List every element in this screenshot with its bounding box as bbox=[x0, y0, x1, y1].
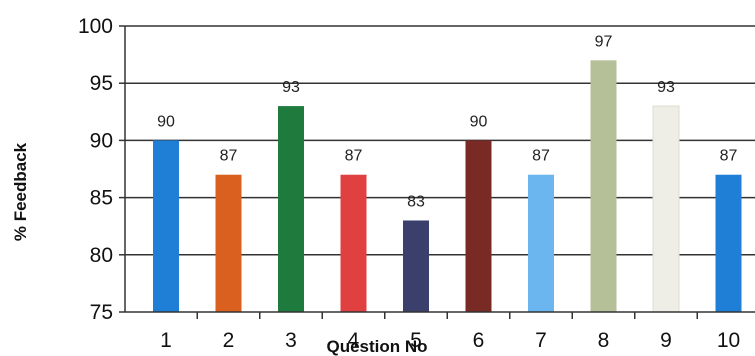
bar bbox=[652, 105, 680, 313]
y-tick-label: 80 bbox=[90, 244, 113, 267]
x-tick-label: 3 bbox=[285, 329, 297, 352]
y-tick-label: 100 bbox=[78, 15, 113, 38]
data-label: 87 bbox=[345, 148, 363, 165]
data-label: 90 bbox=[157, 113, 175, 130]
bar bbox=[715, 174, 742, 312]
bar bbox=[215, 174, 242, 312]
x-tick-label: 5 bbox=[410, 329, 422, 352]
x-tick-label: 9 bbox=[660, 329, 672, 352]
data-label: 87 bbox=[532, 148, 550, 165]
data-label: 93 bbox=[657, 79, 675, 96]
y-axis-title: % Feedback bbox=[11, 142, 30, 241]
bar bbox=[590, 60, 617, 312]
x-tick-label: 8 bbox=[598, 329, 610, 352]
bar bbox=[278, 106, 304, 312]
bar bbox=[153, 140, 179, 312]
data-labels: 90 87 93 87 83 90 87 97 93 87 bbox=[157, 33, 737, 210]
y-tick-label: 75 bbox=[90, 301, 113, 324]
x-tick-labels: 1 2 3 4 5 6 7 8 9 10 bbox=[160, 329, 740, 352]
x-tick-label: 4 bbox=[348, 329, 360, 352]
data-label: 93 bbox=[282, 79, 300, 96]
bar bbox=[465, 140, 492, 312]
bar bbox=[403, 220, 429, 312]
data-label: 90 bbox=[470, 113, 488, 130]
data-label: 87 bbox=[720, 148, 738, 165]
x-tick-label: 7 bbox=[535, 329, 547, 352]
x-tick-label: 6 bbox=[473, 329, 485, 352]
y-tick-label: 90 bbox=[90, 129, 113, 152]
bars bbox=[153, 60, 742, 313]
y-tick-label: 85 bbox=[90, 187, 113, 210]
x-tick-label: 2 bbox=[223, 329, 235, 352]
x-tick-label: 1 bbox=[160, 329, 172, 352]
x-tick-label: 10 bbox=[717, 329, 740, 352]
x-axis-title: Question No bbox=[326, 337, 427, 356]
data-label: 97 bbox=[595, 33, 613, 50]
data-label: 83 bbox=[407, 193, 425, 210]
bar bbox=[340, 174, 367, 312]
y-tick-label: 95 bbox=[90, 72, 113, 95]
bar bbox=[528, 174, 554, 312]
y-tick-labels: 75 80 85 90 95 100 bbox=[78, 15, 113, 324]
data-label: 87 bbox=[220, 148, 238, 165]
